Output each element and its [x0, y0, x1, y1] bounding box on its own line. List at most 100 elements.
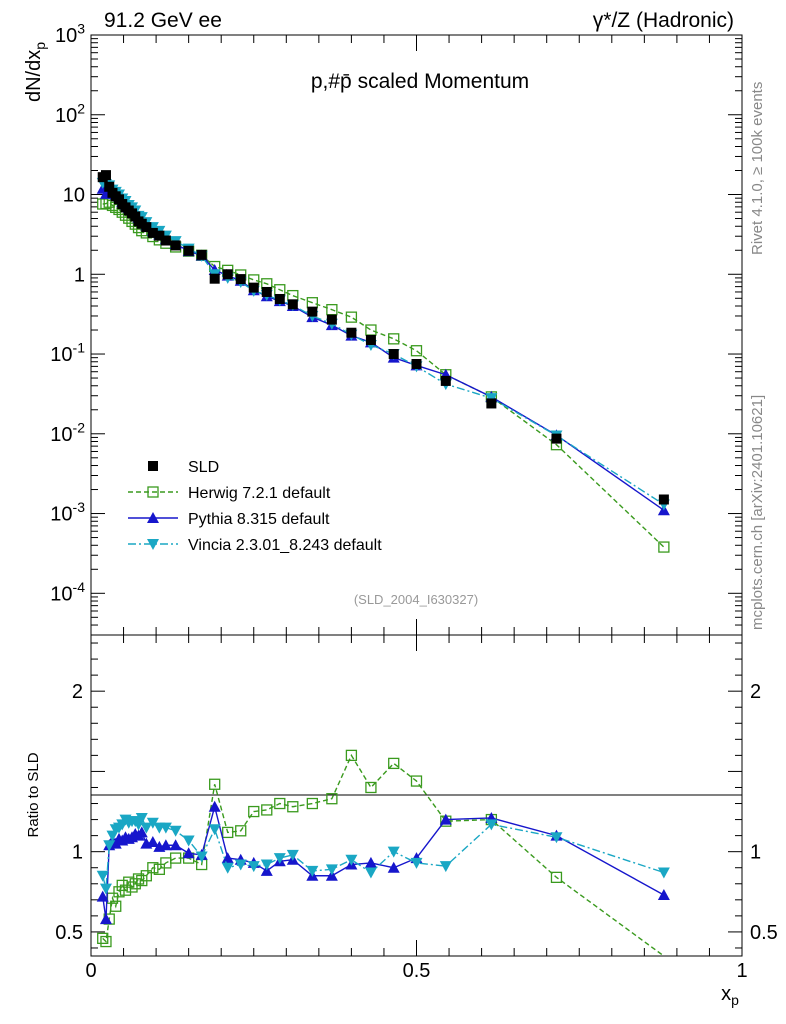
y-tick-label: 10 [63, 185, 85, 207]
sld-marker [287, 299, 298, 310]
herwig-marker [345, 311, 358, 323]
ratio-y-axis-label: Ratio to SLD [25, 752, 42, 837]
vincia-marker [182, 835, 195, 847]
pythia-marker [169, 839, 182, 851]
herwig-marker [365, 324, 377, 336]
vincia-marker [221, 862, 234, 874]
sld-marker [388, 349, 399, 360]
x-axis-title: xp [721, 983, 739, 1008]
pythia-marker [657, 889, 670, 901]
main-ylabel: dN/dxp [23, 42, 48, 102]
pythia-marker [387, 861, 400, 873]
vincia-marker [103, 840, 116, 852]
vincia-marker [550, 832, 563, 844]
herwig-marker [100, 935, 112, 948]
ratio-y-tick-label: 1 [750, 842, 761, 864]
legend-entry: Vincia 2.3.01_8.243 default [188, 537, 382, 554]
sld-marker [183, 245, 194, 256]
herwig-marker [97, 932, 109, 944]
legend-entry: Herwig 7.2.1 default [188, 485, 331, 502]
sld-marker [440, 375, 451, 386]
vincia-marker [208, 824, 221, 836]
x-tick-label: 0 [85, 960, 96, 982]
sld-marker [365, 334, 376, 345]
sld-marker [486, 398, 497, 409]
vincia-marker [140, 822, 153, 834]
sld-marker [100, 170, 111, 181]
series-line [102, 183, 665, 511]
sld-marker [209, 273, 220, 284]
herwig-marker [658, 541, 670, 553]
sld-marker [658, 494, 669, 505]
vincia-marker [364, 867, 377, 879]
herwig-marker [222, 826, 234, 839]
x-axis-labels: 0 0.5 1 [85, 960, 747, 982]
y-tick-label: 1 [74, 264, 85, 286]
herwig-marker [110, 900, 122, 912]
herwig-marker [113, 886, 125, 898]
sld-marker [411, 358, 422, 369]
herwig-marker [287, 801, 299, 813]
main-panel: 10-4 10-3 10-2 10-1 1 10 102 103 p,#p̄ scaled M… [23, 21, 743, 636]
y-tick-label: 102 [55, 100, 85, 126]
herwig-marker [388, 757, 400, 770]
main-y-axis-label: dN/dxp [23, 42, 48, 102]
sld-marker [551, 433, 562, 444]
sld-marker [196, 249, 207, 260]
vincia-marker [135, 812, 148, 824]
ratio-series [96, 749, 670, 957]
series-line [102, 182, 665, 506]
legend: SLD Herwig 7.2.1 default Pythia 8.315 defa… [128, 459, 382, 554]
sld-marker [104, 181, 115, 192]
sld-marker [148, 461, 158, 471]
vincia-marker [306, 865, 319, 877]
herwig-marker [410, 345, 423, 357]
pythia-marker [135, 826, 148, 838]
main-watermark: (SLD_2004_I630327) [354, 592, 478, 607]
sld-marker [261, 286, 272, 297]
sld-marker [141, 222, 152, 233]
sld-marker [248, 282, 259, 293]
vincia-marker [273, 853, 286, 865]
legend-entry: Pythia 8.315 default [188, 511, 330, 528]
sld-marker [235, 274, 246, 285]
sld-marker [147, 227, 158, 238]
vincia-marker [410, 857, 423, 869]
legend-entry: SLD [188, 459, 219, 476]
y-tick-label: 10-2 [50, 419, 85, 445]
mcplots-label: mcplots.cern.ch [arXiv:2401.10621] [749, 395, 766, 630]
pythia-marker [147, 512, 159, 523]
herwig-marker [140, 870, 152, 882]
ratio-panel: 0.5 0.51 12 2 Ratio to SLD 0 0.5 1 xp [25, 634, 778, 1008]
pythia-marker [208, 800, 221, 812]
herwig-marker [326, 793, 338, 805]
vincia-marker [234, 859, 247, 871]
sld-marker [326, 314, 337, 325]
y-tick-label: 103 [55, 21, 85, 47]
herwig-marker [147, 486, 159, 498]
herwig-marker [147, 862, 159, 874]
herwig-marker [248, 805, 260, 818]
y-tick-label: 10-3 [50, 499, 85, 525]
y-tick-label: 10-1 [50, 340, 85, 366]
vincia-marker [195, 851, 208, 863]
pythia-marker [182, 847, 195, 859]
vincia-marker [169, 825, 182, 837]
herwig-marker [261, 804, 273, 816]
herwig-marker [365, 781, 377, 794]
ratio-ylabel: Ratio to SLD [25, 752, 42, 837]
sld-marker [160, 235, 171, 246]
herwig-marker [550, 871, 563, 884]
vincia-marker [325, 864, 338, 876]
vincia-marker [147, 539, 159, 550]
herwig-marker [153, 863, 166, 875]
ratio-y-tick-label: 2 [72, 681, 83, 703]
herwig-marker [306, 797, 318, 810]
herwig-marker [209, 778, 221, 790]
main-title: p,#p̄ scaled Momentum [311, 70, 529, 93]
ratio-y-tick-label: 0.5 [750, 922, 778, 944]
vincia-marker [345, 854, 358, 866]
ratio-y-tick-label: 0.5 [55, 922, 83, 944]
pythia-marker [96, 890, 109, 902]
